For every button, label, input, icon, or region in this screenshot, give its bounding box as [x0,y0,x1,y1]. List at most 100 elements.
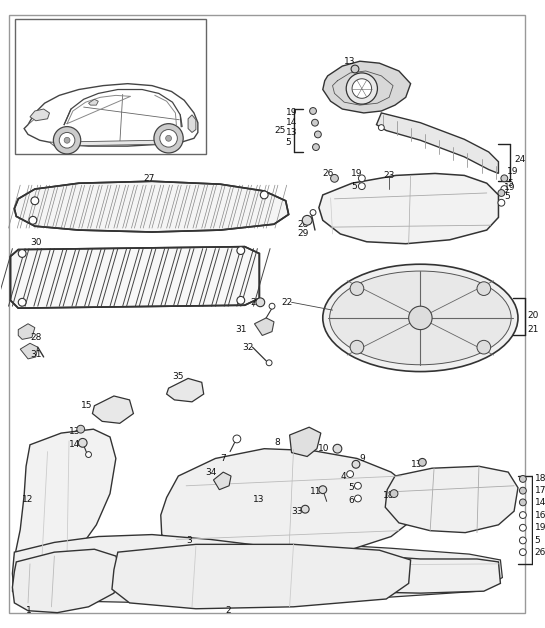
Text: 18: 18 [383,491,395,500]
Polygon shape [255,318,274,335]
Text: 19: 19 [535,523,545,533]
Circle shape [19,298,26,306]
Polygon shape [319,173,499,244]
Polygon shape [13,534,500,593]
Circle shape [519,524,526,531]
Text: 1: 1 [26,606,32,615]
Polygon shape [88,99,98,105]
Circle shape [319,486,326,494]
Text: 5: 5 [507,179,513,188]
Ellipse shape [323,264,518,372]
Circle shape [312,144,319,151]
Ellipse shape [330,271,511,365]
Circle shape [346,73,378,104]
Circle shape [477,282,490,295]
Text: 13: 13 [410,460,422,469]
Circle shape [333,444,342,453]
Text: 32: 32 [243,343,254,352]
Circle shape [77,425,84,433]
Circle shape [19,249,26,257]
Text: 19: 19 [504,183,516,192]
Circle shape [354,482,361,489]
Circle shape [59,133,75,148]
Circle shape [498,199,505,206]
Circle shape [154,124,183,153]
Polygon shape [13,550,122,613]
Circle shape [347,470,354,477]
Circle shape [166,136,172,141]
Circle shape [256,298,265,306]
Text: 6: 6 [348,496,354,505]
Polygon shape [19,324,35,339]
Circle shape [477,340,490,354]
Circle shape [519,512,526,519]
Circle shape [501,175,508,181]
Circle shape [519,475,526,482]
Polygon shape [385,466,518,533]
Polygon shape [14,181,289,232]
Circle shape [78,438,87,447]
Bar [15,19,205,154]
Polygon shape [112,544,410,609]
Text: 11: 11 [310,487,322,496]
Circle shape [301,506,309,513]
Circle shape [419,458,426,466]
Text: 13: 13 [344,57,356,66]
Circle shape [519,499,526,506]
Polygon shape [377,113,499,173]
Text: 5: 5 [351,181,357,191]
Circle shape [350,340,364,354]
Text: 29: 29 [298,229,309,239]
Circle shape [519,487,526,494]
Text: 5: 5 [286,138,292,147]
Circle shape [331,175,338,182]
Text: 25: 25 [274,126,286,135]
Text: 31: 31 [30,350,41,359]
Text: 13: 13 [69,426,81,436]
Circle shape [354,495,361,502]
Polygon shape [50,140,162,146]
Polygon shape [93,396,134,423]
Text: 34: 34 [205,468,217,477]
Text: 14: 14 [286,118,297,127]
Circle shape [314,131,322,138]
Polygon shape [161,448,415,562]
Text: 27: 27 [143,174,155,183]
Circle shape [498,190,505,197]
Text: 33: 33 [292,507,303,516]
Circle shape [378,124,384,131]
Text: 2: 2 [225,606,231,615]
Circle shape [302,215,312,225]
Circle shape [519,549,526,556]
Circle shape [266,360,272,365]
Text: 30: 30 [30,238,41,247]
Text: 5: 5 [348,483,354,492]
Circle shape [237,296,245,304]
Circle shape [359,183,365,190]
Text: 19: 19 [286,109,297,117]
Circle shape [31,197,39,205]
Circle shape [409,306,432,330]
Text: 15: 15 [81,401,92,410]
Text: 13: 13 [286,128,297,137]
Circle shape [53,127,81,154]
Text: 28: 28 [30,333,41,342]
Polygon shape [30,109,50,121]
Text: 22: 22 [251,298,262,307]
Circle shape [261,191,268,199]
Polygon shape [14,429,116,582]
Circle shape [312,119,318,126]
Circle shape [352,460,360,468]
Circle shape [501,186,508,193]
Circle shape [390,490,398,497]
Text: 35: 35 [172,372,184,381]
Text: 22: 22 [282,298,293,307]
Circle shape [359,175,365,181]
Circle shape [351,65,359,73]
Circle shape [269,303,275,309]
Text: 31: 31 [235,325,246,334]
Polygon shape [167,379,204,402]
Circle shape [350,282,364,295]
Text: 14: 14 [69,440,81,449]
Circle shape [64,138,70,143]
